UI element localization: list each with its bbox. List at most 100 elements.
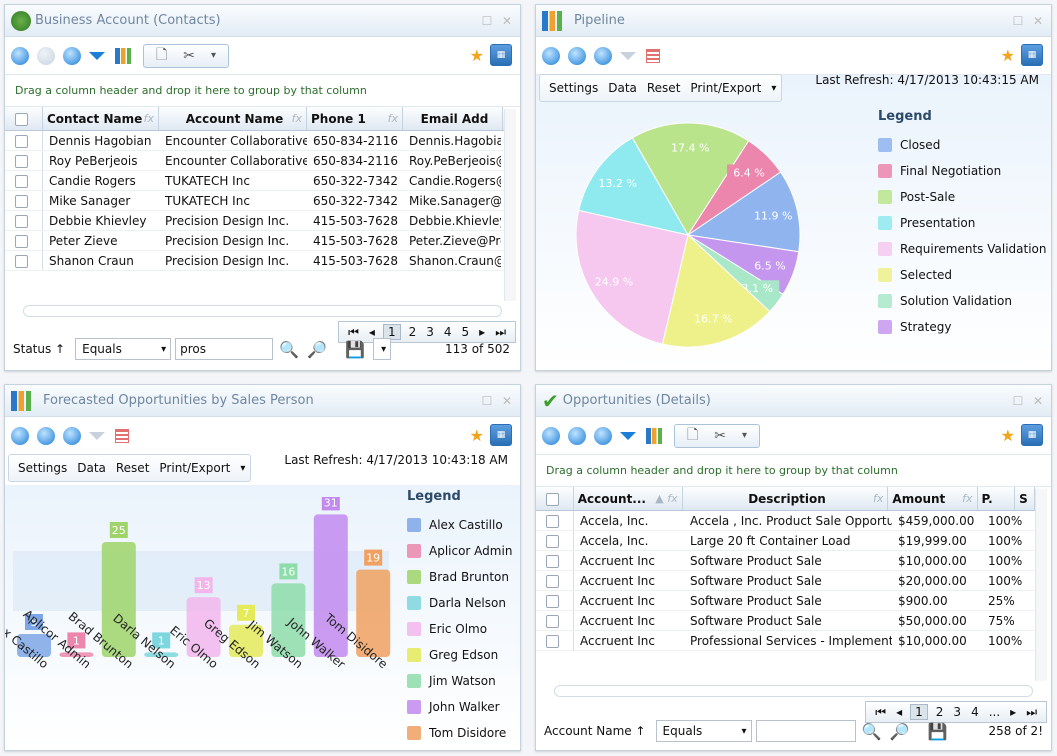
filter-icon[interactable] xyxy=(89,51,105,60)
horizontal-scrollbar[interactable] xyxy=(23,305,502,317)
page-2[interactable]: 2 xyxy=(935,705,944,719)
page-2[interactable]: 2 xyxy=(408,325,417,339)
col-amount[interactable]: Amount fx xyxy=(888,487,978,510)
row-checkbox[interactable] xyxy=(536,551,574,570)
close-icon[interactable]: ✕ xyxy=(1032,393,1044,408)
col-account-name[interactable]: Account Name fx xyxy=(159,107,307,130)
bar[interactable] xyxy=(59,652,94,657)
opps-pager[interactable]: ⏮ ◂ 1 2 3 4 ... ▸ ⏭ xyxy=(865,701,1047,723)
prev-page-icon[interactable]: ◂ xyxy=(368,325,375,339)
row-checkbox[interactable] xyxy=(5,211,43,230)
filter-value-input[interactable]: pros xyxy=(175,338,274,360)
filter-icon[interactable] xyxy=(620,431,636,440)
legend-item[interactable]: Tom Disidore xyxy=(407,720,512,746)
chart-icon[interactable] xyxy=(115,47,131,64)
table-row[interactable]: Mike Sanager TUKATECH Inc 650-322-7342 Mike… xyxy=(5,191,504,211)
data-button[interactable]: Data xyxy=(608,81,637,95)
last-page-icon[interactable]: ⏭ xyxy=(1026,704,1037,719)
chevron-down-icon[interactable]: ▾ xyxy=(771,82,777,94)
col-stage[interactable]: S xyxy=(1015,487,1035,510)
legend-item[interactable]: Jim Watson xyxy=(407,668,512,694)
row-checkbox[interactable] xyxy=(536,531,574,550)
search-icon[interactable]: 🔍 xyxy=(279,339,300,359)
row-checkbox[interactable] xyxy=(5,151,43,170)
page-1[interactable]: 1 xyxy=(910,704,928,720)
calendar-icon[interactable]: ▦ xyxy=(490,424,512,446)
settings-button[interactable]: Settings xyxy=(549,81,599,95)
advanced-search-icon[interactable]: 🔎 xyxy=(889,721,910,741)
table-row[interactable]: Dennis Hagobian Encounter Collaborative 65… xyxy=(5,131,504,151)
table-row[interactable]: Shanon Craun Precision Design Inc. 415-503… xyxy=(5,251,504,271)
page-5[interactable]: 5 xyxy=(461,325,470,339)
col-phone[interactable]: Phone 1 fx xyxy=(307,107,403,130)
table-row[interactable]: Accruent Inc Software Product Sale $10,000… xyxy=(536,551,1035,571)
row-checkbox[interactable] xyxy=(536,611,574,630)
chevron-down-icon[interactable]: ▾ xyxy=(742,430,748,441)
tools-icon[interactable]: ✂ xyxy=(714,427,726,444)
filter-field-label[interactable]: Account Name ↑ xyxy=(544,724,646,738)
chevron-down-icon[interactable]: ▾ xyxy=(211,50,217,61)
pie-slice[interactable] xyxy=(631,122,750,236)
table-row[interactable]: Debbie Khievley Precision Design Inc. 415-… xyxy=(5,211,504,231)
grid-icon[interactable] xyxy=(115,428,129,443)
page-3[interactable]: 3 xyxy=(426,325,434,339)
forward-icon[interactable] xyxy=(594,426,612,445)
maximize-icon[interactable]: ☐ xyxy=(1012,393,1024,408)
favorite-icon[interactable]: ★ xyxy=(469,426,484,445)
bar[interactable] xyxy=(144,652,179,657)
filter-value-input[interactable] xyxy=(755,720,856,742)
calendar-icon[interactable]: ▦ xyxy=(1021,44,1043,66)
bar[interactable] xyxy=(271,583,306,657)
close-icon[interactable]: ✕ xyxy=(501,13,513,28)
row-checkbox[interactable] xyxy=(5,131,43,150)
table-row[interactable]: Accruent Inc Software Product Sale $50,000… xyxy=(536,611,1035,631)
data-button[interactable]: Data xyxy=(77,461,106,475)
row-checkbox[interactable] xyxy=(5,231,43,250)
reset-button[interactable]: Reset xyxy=(115,461,150,475)
col-probability[interactable]: P. xyxy=(978,487,1016,510)
refresh-icon[interactable] xyxy=(11,426,29,445)
prev-page-icon[interactable]: ◂ xyxy=(896,705,903,719)
bar[interactable] xyxy=(186,597,221,657)
legend-item[interactable]: Eric Olmo xyxy=(407,616,512,642)
maximize-icon[interactable]: ☐ xyxy=(481,13,493,28)
table-row[interactable]: Accruent Inc Software Product Sale $900.00… xyxy=(536,591,1035,611)
tools-icon[interactable]: ✂ xyxy=(183,47,195,64)
filter-operator-select[interactable]: Equals xyxy=(75,338,172,360)
horizontal-scrollbar[interactable] xyxy=(554,685,1033,697)
select-all-checkbox[interactable] xyxy=(5,107,43,130)
favorite-icon[interactable]: ★ xyxy=(1000,46,1015,65)
bar[interactable] xyxy=(17,634,51,657)
row-checkbox[interactable] xyxy=(5,191,43,210)
legend-item[interactable]: Presentation xyxy=(878,210,1047,236)
table-row[interactable]: Accela, Inc. Large 20 ft Container Load $1… xyxy=(536,531,1035,551)
close-icon[interactable]: ✕ xyxy=(501,393,513,408)
page-3[interactable]: 3 xyxy=(953,705,962,719)
table-row[interactable]: Peter Zieve Precision Design Inc. 415-503-… xyxy=(5,231,504,251)
favorite-icon[interactable]: ★ xyxy=(469,46,484,65)
row-checkbox[interactable] xyxy=(536,591,574,610)
refresh-icon[interactable] xyxy=(542,426,560,445)
bar[interactable] xyxy=(101,542,136,657)
row-checkbox[interactable] xyxy=(536,571,574,590)
page-more[interactable]: ... xyxy=(988,705,1001,719)
col-contact-name[interactable]: Contact Name fx xyxy=(43,107,159,130)
select-all-checkbox[interactable] xyxy=(536,487,574,510)
reset-button[interactable]: Reset xyxy=(646,81,681,95)
print-export-button[interactable]: Print/Export xyxy=(159,461,231,475)
legend-item[interactable]: Post-Sale xyxy=(878,184,1047,210)
back-icon[interactable] xyxy=(568,46,586,65)
grid-icon[interactable] xyxy=(646,48,660,63)
back-icon[interactable] xyxy=(568,426,586,445)
opps-action-group[interactable]: 🗋 ✂ ▾ xyxy=(674,423,761,448)
refresh-icon[interactable] xyxy=(542,46,560,65)
print-export-button[interactable]: Print/Export xyxy=(690,81,762,95)
row-checkbox[interactable] xyxy=(5,251,43,270)
advanced-search-icon[interactable]: 🔎 xyxy=(307,339,328,359)
favorite-icon[interactable]: ★ xyxy=(1000,426,1015,445)
pie-slice[interactable] xyxy=(686,171,801,253)
vertical-scrollbar[interactable] xyxy=(504,109,516,301)
pie-slice[interactable] xyxy=(661,234,771,348)
calendar-icon[interactable]: ▦ xyxy=(490,44,512,66)
maximize-icon[interactable]: ☐ xyxy=(481,393,493,408)
